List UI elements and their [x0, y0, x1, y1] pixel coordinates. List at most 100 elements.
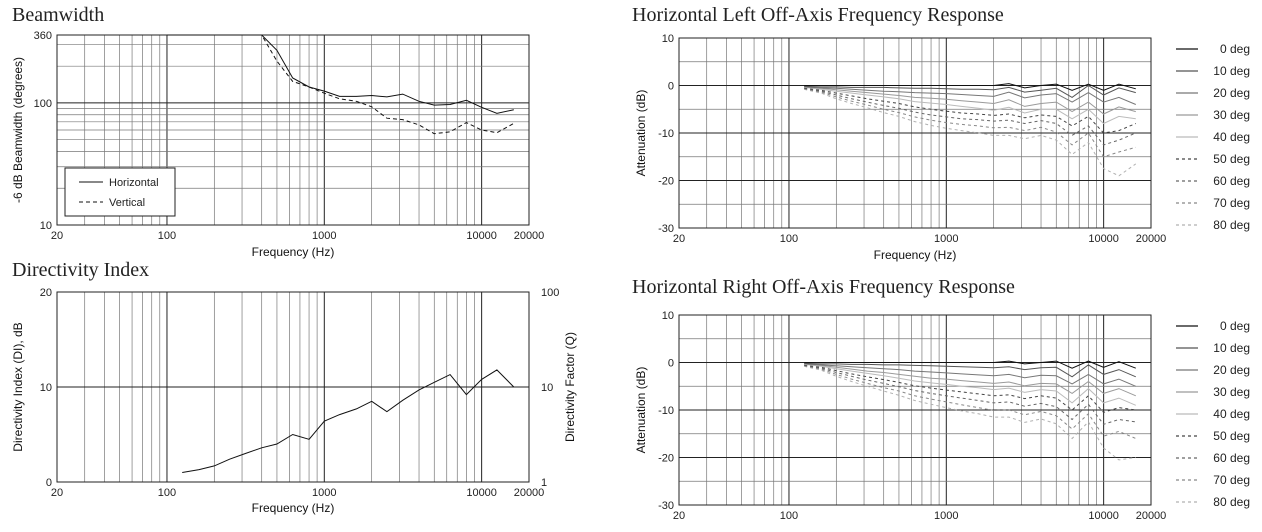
- y2-axis-label: Directivity Factor (Q): [563, 332, 577, 442]
- x-tick-label: 10000: [466, 230, 497, 242]
- y-axis-label: Attenuation (dB): [634, 367, 648, 454]
- legend-label: 0 deg: [1220, 319, 1250, 333]
- x-tick-label: 10000: [1088, 233, 1119, 245]
- series-line-70-deg: [804, 365, 1136, 439]
- x-tick-label: 20: [673, 510, 685, 522]
- series-line-80-deg: [804, 365, 1136, 461]
- series-line-10-deg: [804, 362, 1136, 378]
- y2-tick-label: 1: [541, 477, 547, 489]
- x-tick-label: 20: [51, 230, 63, 242]
- series-line-60-deg: [804, 364, 1136, 425]
- x-tick-label: 20: [673, 233, 685, 245]
- series-line-0-deg: [804, 360, 1136, 369]
- legend-label: 50 deg: [1213, 429, 1250, 443]
- legend-label: 80 deg: [1213, 495, 1250, 509]
- x-tick-label: 1000: [934, 510, 958, 522]
- y-tick-label: 10: [662, 310, 674, 322]
- x-axis-label: Frequency (Hz): [252, 501, 335, 515]
- legend-label: Horizontal: [109, 177, 159, 189]
- x-tick-label: 100: [158, 230, 176, 242]
- y-tick-label: -30: [658, 500, 674, 512]
- legend-label: 20 deg: [1213, 363, 1250, 377]
- x-tick-label: 20000: [514, 487, 545, 499]
- plot-frame: [56, 291, 530, 483]
- y-tick-label: -30: [658, 223, 674, 235]
- y-tick-label: -10: [658, 128, 674, 140]
- series-line-40-deg: [804, 86, 1136, 125]
- x-tick-label: 100: [780, 510, 798, 522]
- series-line-50-deg: [804, 87, 1136, 134]
- series-line-50-deg: [804, 364, 1136, 413]
- y-tick-label: 10: [40, 382, 52, 394]
- x-tick-label: 100: [158, 487, 176, 499]
- x-tick-label: 20000: [1136, 233, 1167, 245]
- series-line-40-deg: [804, 363, 1136, 406]
- series-line-di: [182, 369, 515, 473]
- series-line-10-deg: [804, 84, 1136, 98]
- legend-label: 60 deg: [1213, 174, 1250, 188]
- legend-label: 60 deg: [1213, 451, 1250, 465]
- legend-label: 80 deg: [1213, 218, 1250, 232]
- x-tick-label: 20000: [514, 230, 545, 242]
- right-offaxis-title: Horizontal Right Off-Axis Frequency Resp…: [632, 276, 1015, 298]
- legend-label: 70 deg: [1213, 196, 1250, 210]
- x-tick-label: 20000: [1136, 510, 1167, 522]
- legend-label: 70 deg: [1213, 473, 1250, 487]
- y-tick-label: 100: [34, 98, 52, 110]
- legend-label: 50 deg: [1213, 152, 1250, 166]
- x-axis-label: Frequency (Hz): [252, 245, 335, 259]
- series-line-30-deg: [804, 86, 1136, 115]
- plot-frame: [678, 314, 1152, 506]
- series-line-30-deg: [804, 363, 1136, 397]
- y-tick-label: -10: [658, 405, 674, 417]
- plot-frame: [56, 34, 530, 226]
- y-axis-label: Directivity Index (DI), dB: [11, 322, 25, 451]
- x-tick-label: 1000: [934, 233, 958, 245]
- x-tick-label: 10000: [466, 487, 497, 499]
- y-axis-label: Attenuation (dB): [634, 90, 648, 177]
- legend-label: 30 deg: [1213, 108, 1250, 122]
- series-line-20-deg: [804, 363, 1136, 387]
- legend-label: Vertical: [109, 197, 145, 209]
- y-axis-label: -6 dB Beamwidth (degrees): [11, 57, 25, 203]
- directivity-title: Directivity Index: [12, 259, 150, 281]
- y2-tick-label: 100: [541, 287, 559, 299]
- x-tick-label: 1000: [312, 487, 336, 499]
- y-tick-label: 10: [662, 33, 674, 45]
- series-line-vertical: [167, 34, 515, 135]
- left-offaxis-title: Horizontal Left Off-Axis Frequency Respo…: [632, 4, 1004, 26]
- legend-label: 10 deg: [1213, 64, 1250, 78]
- legend-label: 30 deg: [1213, 385, 1250, 399]
- series-line-horizontal: [167, 34, 514, 114]
- y-tick-label: 20: [40, 287, 52, 299]
- legend-label: 40 deg: [1213, 407, 1250, 421]
- beamwidth-title: Beamwidth: [12, 4, 105, 26]
- legend-label: 20 deg: [1213, 86, 1250, 100]
- x-tick-label: 20: [51, 487, 63, 499]
- series-line-70-deg: [804, 88, 1136, 158]
- series-line-80-deg: [804, 88, 1137, 177]
- legend-label: 10 deg: [1213, 341, 1250, 355]
- y-tick-label: 0: [668, 358, 674, 370]
- y-tick-label: 10: [40, 220, 52, 232]
- y-tick-label: 0: [668, 81, 674, 93]
- x-tick-label: 10000: [1088, 510, 1119, 522]
- y-tick-label: -20: [658, 176, 674, 188]
- x-tick-label: 1000: [312, 230, 336, 242]
- x-axis-label: Frequency (Hz): [874, 248, 957, 262]
- series-line-20-deg: [804, 86, 1136, 105]
- y-tick-label: 360: [34, 30, 52, 42]
- legend-box: [64, 167, 176, 217]
- y-tick-label: -20: [658, 453, 674, 465]
- series-line-0-deg: [804, 83, 1136, 91]
- series-line-60-deg: [804, 87, 1136, 146]
- plot-frame: [678, 37, 1152, 229]
- x-tick-label: 100: [780, 233, 798, 245]
- y2-tick-label: 10: [541, 382, 553, 394]
- legend-label: 40 deg: [1213, 130, 1250, 144]
- y-tick-label: 0: [46, 477, 52, 489]
